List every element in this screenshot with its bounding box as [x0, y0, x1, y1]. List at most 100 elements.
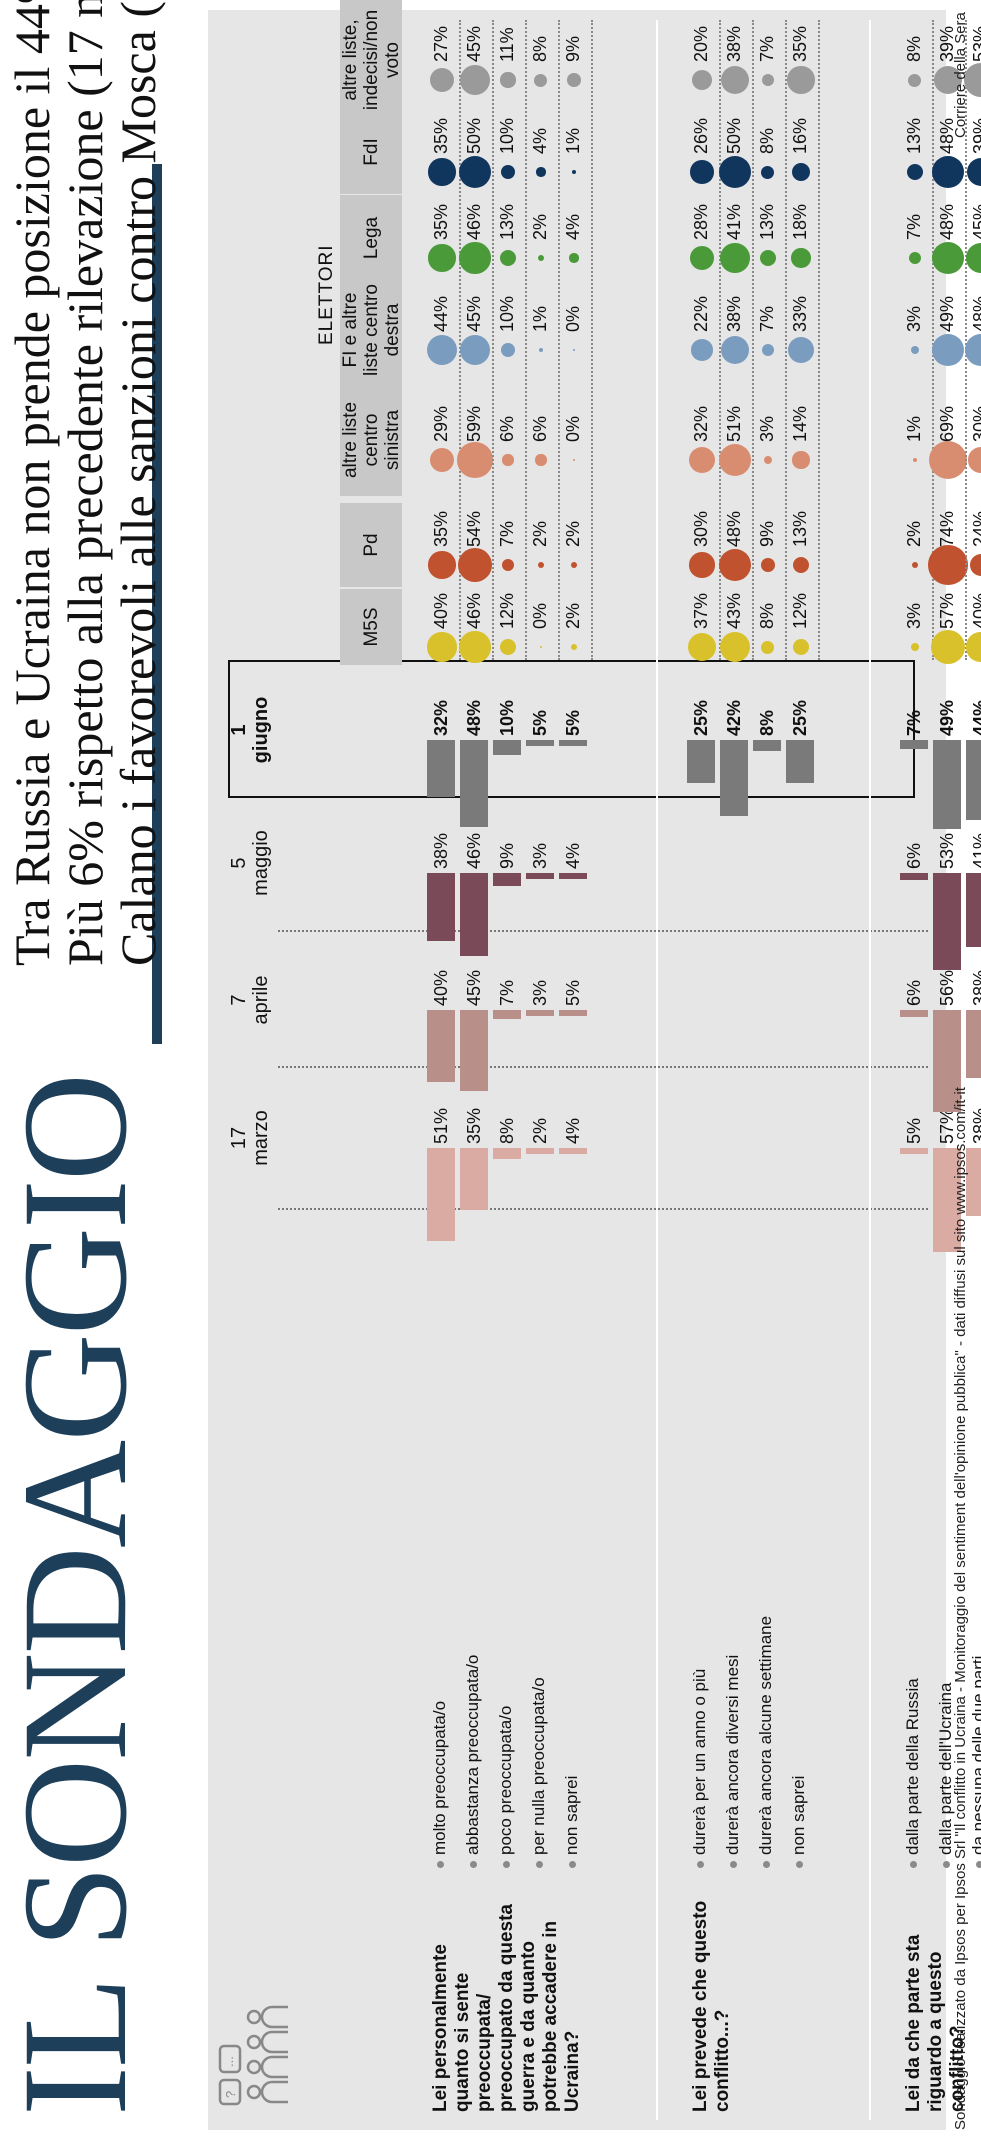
- party-value: 3%: [904, 305, 924, 332]
- party-value: 6%: [530, 415, 550, 442]
- section-divider-1: [656, 20, 658, 2120]
- trend-bar: [559, 873, 587, 879]
- option-text: durerà ancora diversi mesi: [723, 1654, 742, 1855]
- party-bubble: [426, 334, 458, 366]
- party-value: 40%: [970, 592, 981, 629]
- party-bubble: [691, 339, 713, 361]
- row-separator: [492, 20, 494, 660]
- party-value: 30%: [691, 510, 711, 547]
- party-value: 45%: [970, 203, 981, 240]
- party-value: 44%: [431, 295, 451, 332]
- party-bubble: [537, 561, 545, 569]
- trend-value: 38%: [431, 832, 451, 869]
- party-bubble: [792, 556, 810, 574]
- bullet-icon: [437, 1861, 445, 1868]
- trend-bar: [493, 1148, 521, 1160]
- party-bubble: [911, 561, 919, 569]
- party-bubble: [911, 346, 919, 354]
- trend-bar: [900, 740, 928, 750]
- party-value: 9%: [563, 35, 583, 62]
- party-bubble: [429, 447, 455, 473]
- party-value: 1%: [563, 127, 583, 154]
- trend-bar: [786, 740, 814, 784]
- party-value: 51%: [724, 405, 744, 442]
- party-value: 33%: [790, 295, 810, 332]
- trend-value: 49%: [937, 699, 957, 736]
- trend-value: 25%: [691, 699, 711, 736]
- party-value: 57%: [937, 592, 957, 629]
- trend-bar: [933, 873, 961, 970]
- option-text: non saprei: [562, 1775, 581, 1855]
- party-bubble: [966, 157, 981, 187]
- party-bubble: [571, 169, 577, 175]
- party-bubble: [570, 643, 578, 651]
- party-bubble: [969, 553, 981, 577]
- party-value: 4%: [563, 213, 583, 240]
- party-value: 45%: [464, 295, 484, 332]
- party-bubble: [719, 631, 751, 663]
- footer-source: Corriere della Sera: [952, 12, 969, 138]
- party-bubble: [430, 68, 454, 92]
- option-label: da nessuna delle due parti: [969, 1656, 981, 1868]
- trend-value: 3%: [530, 842, 550, 869]
- option-text: dalla parte della Russia: [903, 1678, 922, 1855]
- party-bubble: [690, 160, 714, 184]
- bullet-icon: [569, 1861, 577, 1868]
- party-value: 18%: [790, 203, 810, 240]
- party-value: 40%: [431, 592, 451, 629]
- party-bubble: [427, 632, 457, 662]
- party-value: 11%: [497, 27, 517, 62]
- party-value: 16%: [790, 117, 810, 154]
- party-value: 27%: [431, 25, 451, 62]
- party-bubble: [965, 334, 981, 366]
- party-value: 2%: [530, 213, 550, 240]
- trend-value: 44%: [970, 699, 981, 736]
- row-separator: [525, 20, 527, 660]
- option-text: molto preoccupata/o: [430, 1700, 449, 1855]
- party-bubble: [573, 459, 575, 461]
- party-value: 13%: [790, 510, 810, 547]
- trend-value: 8%: [757, 709, 777, 736]
- party-bubble: [720, 243, 750, 273]
- trend-bar: [966, 873, 981, 947]
- option-label: dalla parte della Russia: [903, 1678, 923, 1868]
- trend-bar: [460, 740, 488, 828]
- party-value: 54%: [464, 510, 484, 547]
- trend-value: 5%: [530, 709, 550, 736]
- option-label: abbastanza preoccupata/o: [463, 1655, 483, 1868]
- party-bubble: [428, 158, 456, 186]
- bullet-icon: [976, 1861, 981, 1868]
- party-bubble: [540, 646, 542, 648]
- party-value: 13%: [757, 203, 777, 240]
- party-bubble: [932, 242, 964, 274]
- party-bubble: [691, 69, 713, 91]
- party-value: 3%: [904, 602, 924, 629]
- party-value: 7%: [757, 35, 777, 62]
- trend-bar: [493, 873, 521, 887]
- party-value: 53%: [970, 25, 981, 62]
- party-value: 59%: [464, 405, 484, 442]
- date-separator-2: [278, 930, 928, 932]
- party-value: 0%: [563, 305, 583, 332]
- party-bubble: [689, 245, 715, 271]
- party-bubble: [688, 447, 715, 474]
- bullet-icon: [730, 1861, 738, 1868]
- section-divider-2: [869, 20, 871, 2120]
- party-bubble: [535, 454, 547, 466]
- option-text: abbastanza preoccupata/o: [463, 1654, 482, 1855]
- party-value: 7%: [497, 520, 517, 547]
- trend-bar: [966, 1010, 981, 1079]
- party-header-1: Pd: [340, 503, 402, 587]
- row-separator: [752, 20, 754, 660]
- party-bubble: [536, 167, 546, 177]
- trend-bar: [559, 740, 587, 746]
- trend-value: 5%: [904, 1117, 924, 1144]
- party-bubble: [764, 456, 772, 464]
- party-bubble: [911, 643, 919, 651]
- party-bubble: [793, 639, 809, 655]
- trend-value: 51%: [431, 1107, 451, 1144]
- party-bubble: [459, 242, 491, 274]
- trend-bar: [493, 740, 521, 755]
- party-bubble: [965, 242, 981, 274]
- party-value: 35%: [431, 203, 451, 240]
